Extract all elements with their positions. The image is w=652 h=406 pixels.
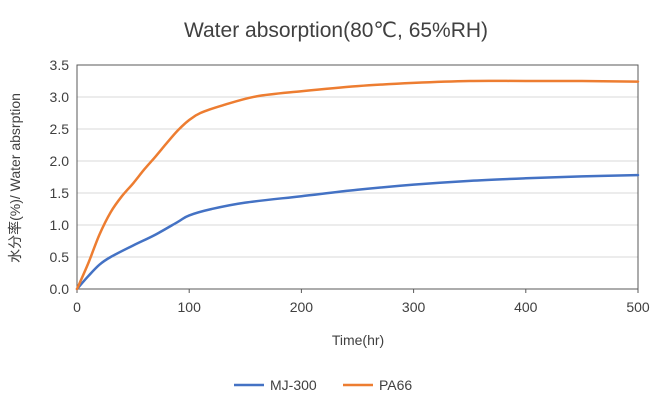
tick-labels: 0.0 0.5 1.0 1.5 2.0 2.5 3.0 3.5 0 100 200 300 400 500 bbox=[50, 57, 650, 315]
x-tick-label: 100 bbox=[178, 299, 202, 315]
y-tick-label: 2.0 bbox=[50, 153, 70, 169]
y-axis-label: 水分率(%)/ Water absrption bbox=[7, 93, 23, 263]
x-tick-label: 500 bbox=[626, 299, 650, 315]
y-tick-label: 1.5 bbox=[50, 185, 70, 201]
axes bbox=[76, 64, 639, 293]
x-tick-label: 400 bbox=[514, 299, 538, 315]
x-tick-label: 300 bbox=[402, 299, 426, 315]
y-tick-label: 3.0 bbox=[50, 89, 70, 105]
legend-label: MJ-300 bbox=[270, 377, 317, 393]
series-lines bbox=[75, 79, 640, 291]
x-tick-label: 200 bbox=[290, 299, 314, 315]
series-line-mj-300 bbox=[75, 173, 640, 291]
y-tick-label: 3.5 bbox=[50, 57, 70, 73]
y-tick-label: 2.5 bbox=[50, 121, 70, 137]
y-tick-label: 1.0 bbox=[50, 217, 70, 233]
y-tick-label: 0.0 bbox=[50, 281, 70, 297]
x-tick-label: 0 bbox=[73, 299, 81, 315]
legend-label: PA66 bbox=[379, 377, 412, 393]
legend: MJ-300 PA66 bbox=[234, 377, 412, 393]
y-tick-label: 0.5 bbox=[50, 249, 70, 265]
chart-title: Water absorption(80℃, 65%RH) bbox=[184, 19, 488, 42]
plot-area-border bbox=[76, 64, 639, 290]
series-line-pa66 bbox=[75, 79, 640, 291]
x-axis-label: Time(hr) bbox=[332, 332, 384, 348]
